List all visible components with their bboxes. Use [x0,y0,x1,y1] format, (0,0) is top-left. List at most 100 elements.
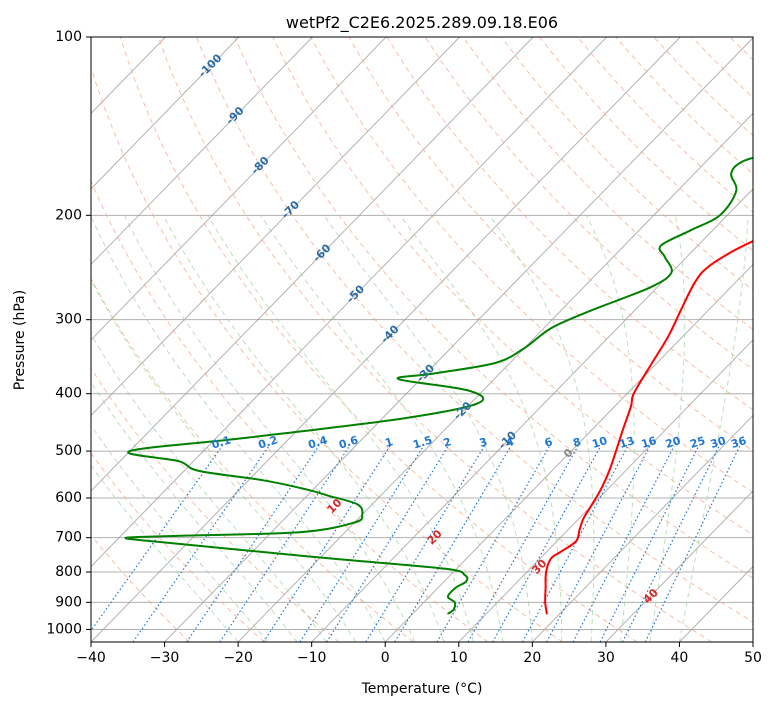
mixing-ratio-line [492,445,602,642]
moist-adiabat-line [649,215,686,642]
mixing-ratio-label: 3 [478,435,489,450]
x-tick-label: 30 [597,650,615,666]
moist-adiabat-line [207,215,474,642]
dry-adiabat-line [500,37,753,291]
mixing-ratio-label: 0.2 [257,433,279,451]
mixing-ratio-label: 10 [590,434,609,451]
plot-frame [90,36,754,643]
y-tick-label: 1000 [46,621,82,637]
y-tick-label: 200 [55,207,82,223]
isotherm-line [91,37,240,190]
mixing-ratio-label: 1 [383,435,394,450]
background-line-labels: 0.1 0.2 0.4 0.6 1 1.5 2 3 4 6 8 10 13 16 20 25 30 36-100-… [196,51,748,606]
dry-adiabat-line [462,37,753,331]
moist-adiabat-line [123,215,416,642]
x-tick-label: 20 [523,650,541,666]
isotherm-line [384,263,753,642]
moist-adiabat-line [260,215,504,642]
isotherm-lines [91,37,753,642]
isotherm-line [752,641,753,642]
mixing-ratio-label: 16 [640,434,659,451]
x-tick-label: −30 [150,650,180,666]
y-tick-label: 100 [55,29,82,45]
dry-adiabat-line [234,37,753,579]
mixing-ratio-label: 8 [571,435,582,450]
mixing-ratio-line [91,445,223,632]
mixing-ratio-label: 25 [688,434,706,451]
mixing-ratio-label: 0.4 [307,433,330,451]
x-tick-label: −40 [76,650,106,666]
mixing-ratio-line [299,445,425,642]
mixing-ratio-line [186,445,320,642]
mixing-ratio-label: 4 [504,435,515,450]
dry-adiabat-line [91,534,191,642]
mixing-ratio-lines [91,445,741,642]
dry-adiabat-lines [91,37,753,642]
moist-adiabat-line [162,215,445,642]
dewpoint-profile-line [124,156,753,615]
mixing-ratio-label: 1.5 [411,433,433,451]
mixing-ratio-label: 30 [709,434,728,451]
mixing-ratio-label: 2 [442,435,453,450]
isotherm-line [531,414,753,642]
mixing-ratio-line [436,445,551,642]
mixing-ratio-label: 6 [543,435,554,450]
dry-adiabat-line [424,37,753,370]
x-tick-label: 40 [671,650,689,666]
y-tick-label: 300 [55,312,82,328]
mixing-ratio-label: 20 [664,434,683,451]
mixing-ratio-line [365,445,485,642]
moist-adiabat-line [91,333,327,642]
mixing-ratio-line [467,445,579,642]
moist-adiabat-line [91,215,386,642]
y-axis-label: Pressure (hPa) [12,290,28,390]
x-axis: −40 −30 −20 −10 0 10 20 30 40 50 [76,642,762,666]
dry-adiabat-label: 20 [425,527,445,547]
isotherm-line [237,112,753,642]
dry-adiabat-line [91,179,489,642]
moist-adiabat-line [91,424,268,642]
dry-adiabat-line [91,65,563,642]
mixing-ratio-line [521,445,629,642]
isotherm-line [91,37,681,642]
mixing-ratio-label: 36 [730,434,749,451]
y-tick-label: 400 [55,386,82,402]
pressure-gridlines [91,37,753,630]
y-axis: 1000 900 800 700 600 500 400 300 200 100 [46,29,91,637]
isotherm-line [605,490,753,642]
mixing-ratio-line [622,445,720,642]
y-tick-label: 800 [55,564,82,580]
mixing-ratio-label: 0.1 [210,433,232,451]
x-tick-label: 50 [744,650,762,666]
chart-title: wetPf2_C2E6.2025.289.09.18.E06 [286,13,558,33]
mixing-ratio-line [219,445,351,642]
isotherm-line [164,37,753,642]
mixing-ratio-label: 0.6 [337,433,360,451]
isotherm-line [458,339,753,642]
moist-adiabat-lines [91,215,749,642]
y-tick-label: 500 [55,443,82,459]
dry-adiabat-line [691,37,753,99]
mixing-ratio-line [546,445,651,642]
isotherm-line [91,37,387,341]
x-tick-label: −10 [297,650,327,666]
moist-adiabat-line [489,215,595,642]
moist-adiabat-line [678,215,749,642]
x-tick-label: 10 [450,650,468,666]
temperature-profile-line [544,240,753,615]
y-tick-label: 700 [55,530,82,546]
y-tick-label: 900 [55,594,82,610]
isotherm-line [91,37,460,417]
dry-adiabat-line [310,37,753,494]
plot-area: 0.1 0.2 0.4 0.6 1 1.5 2 3 4 6 8 10 13 16 20 25 30 36-100-… [91,37,753,642]
x-axis-label: Temperature (°C) [361,681,483,697]
moist-adiabat-line [323,215,533,642]
profile-lines [124,156,753,615]
dry-adiabat-line [91,367,340,642]
dry-adiabat-line [196,37,753,623]
dry-adiabat-line [615,37,753,175]
mixing-ratio-line [599,445,700,642]
mixing-ratio-line [263,445,391,642]
moist-adiabat-line [585,215,635,642]
